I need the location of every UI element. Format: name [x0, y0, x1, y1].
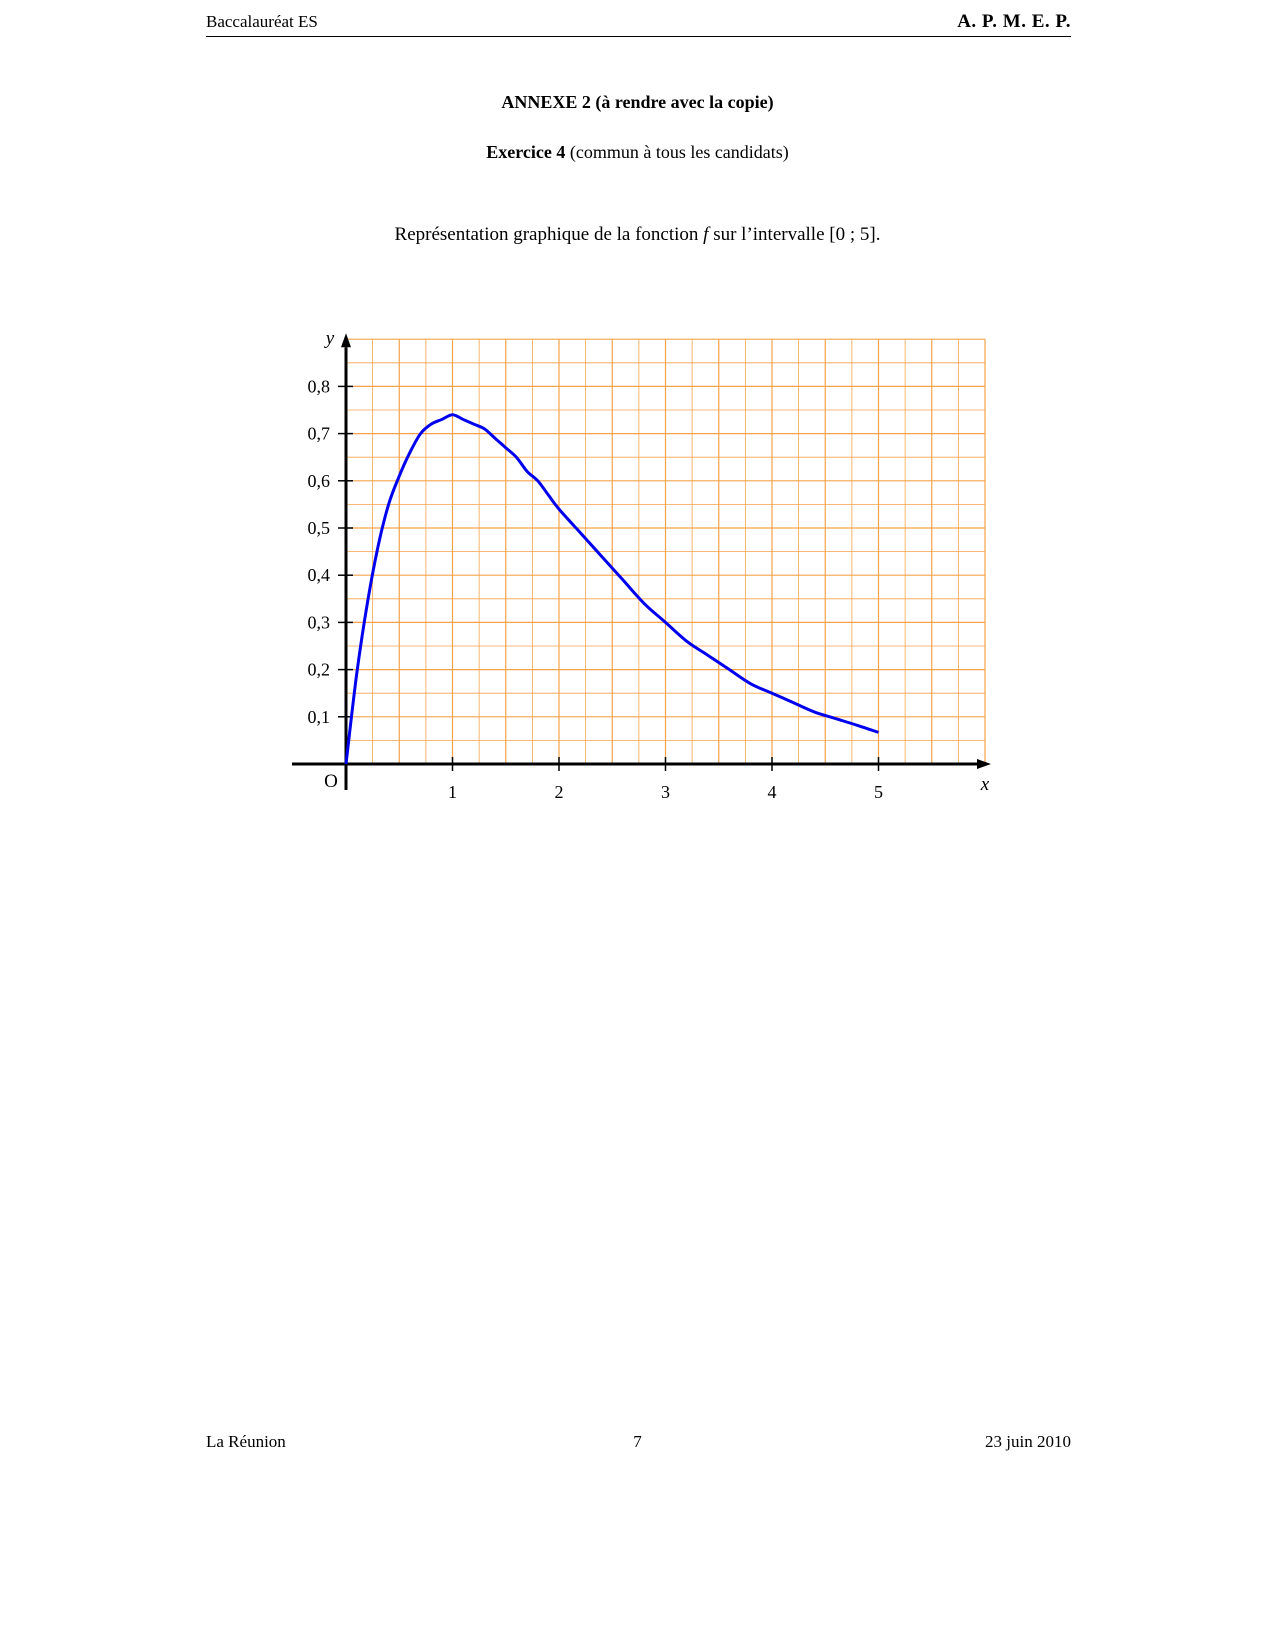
annex-title: ANNEXE 2 (à rendre avec la copie): [501, 92, 774, 112]
x-tick-label: 3: [661, 782, 670, 802]
caption-after: sur l’intervalle [0 ; 5].: [708, 224, 881, 245]
chart-caption: Représentation graphique de la fonction …: [0, 224, 1275, 246]
x-tick-label: 4: [768, 782, 777, 802]
y-tick-label: 0,5: [308, 518, 331, 538]
x-axis-arrow: [977, 759, 991, 769]
exercise-note: (commun à tous les candidats): [565, 142, 789, 162]
y-tick-label: 0,7: [308, 424, 331, 444]
y-tick-label: 0,2: [308, 660, 331, 680]
function-curve: [344, 413, 879, 765]
exercise-number: Exercice 4: [486, 142, 566, 162]
y-tick-label: 0,3: [308, 612, 331, 632]
y-tick-label: 0,6: [308, 471, 331, 491]
y-tick-label: 0,1: [308, 707, 331, 727]
y-axis-arrow: [341, 333, 351, 348]
exercise-line: Exercice 4 (commun à tous les candidats): [0, 142, 1275, 163]
y-tick-label: 0,4: [308, 565, 331, 585]
caption-function-name: f: [703, 224, 709, 245]
header-left-text: Baccalauréat ES: [206, 12, 318, 31]
footer-left-text: La Réunion: [206, 1432, 286, 1451]
chart-axes: [292, 333, 991, 790]
page-number: 7: [633, 1432, 642, 1451]
header-rule: [206, 36, 1071, 37]
x-tick-label: 2: [555, 782, 564, 802]
x-tick-label: 5: [874, 782, 883, 802]
caption-before: Représentation graphique de la fonction: [394, 224, 704, 245]
header-right-text: A. P. M. E. P.: [957, 11, 1071, 32]
y-axis-label: y: [324, 328, 335, 349]
x-tick-label: 1: [448, 782, 457, 802]
chart-grid: [346, 338, 986, 764]
origin-label: O: [324, 771, 338, 792]
footer-date: 23 juin 2010: [985, 1432, 1071, 1451]
x-axis-label: x: [980, 774, 990, 795]
function-graph: 1 2 3 4 5 0,1 0,2 0,3 0,4 0,5 0,6 0,7 0,8 x y O: [292, 328, 991, 802]
chart-ticks: 1 2 3 4 5 0,1 0,2 0,3 0,4 0,5 0,6 0,7 0,8: [308, 376, 884, 802]
y-tick-label: 0,8: [308, 376, 331, 396]
